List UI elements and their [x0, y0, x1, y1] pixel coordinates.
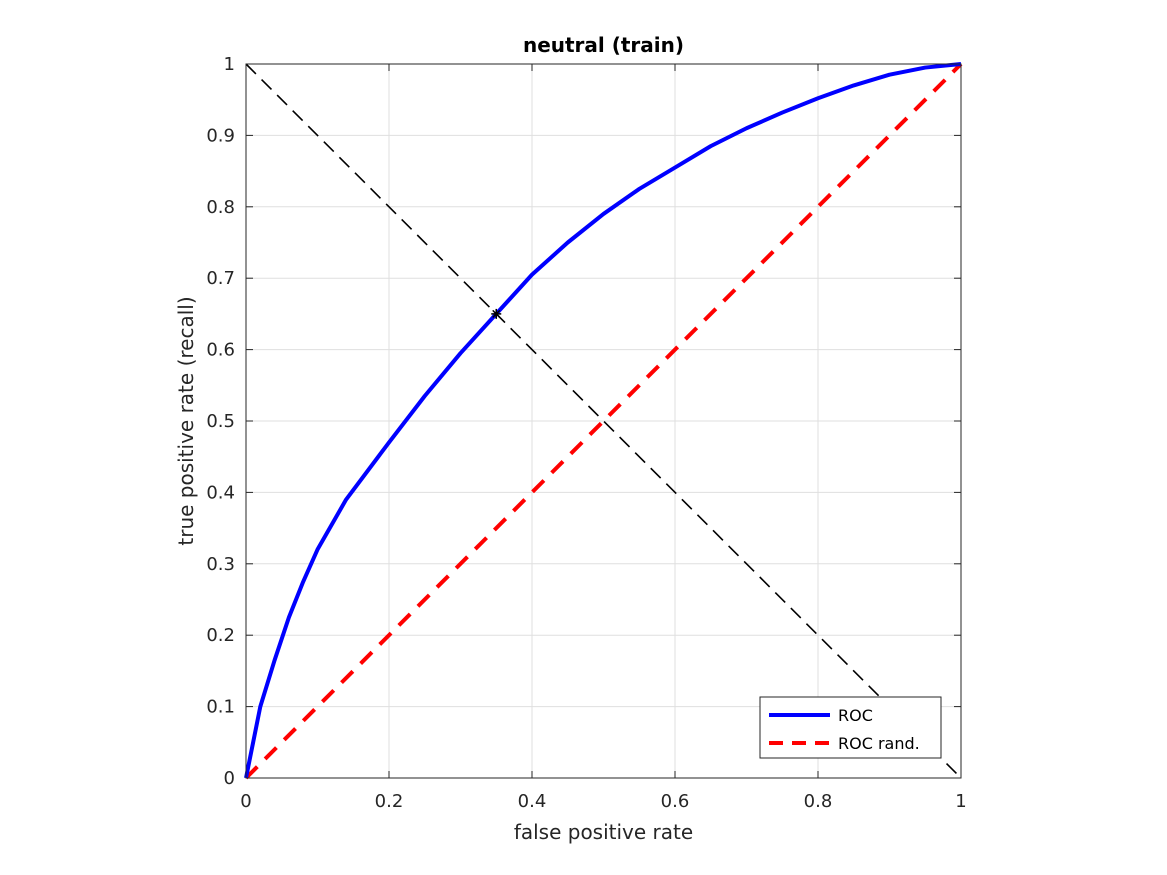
y-tick-label: 0.7: [206, 268, 235, 289]
y-axis-label: true positive rate (recall): [174, 296, 198, 545]
tick-labels: 0 0.2 0.4 0.6 0.8 1 0 0.1 0.2 0.3 0.4 0.5 0.6 0.7 0.8 0…: [206, 54, 966, 812]
axis-ticks: [245, 63, 962, 779]
legend-entry-roc: ROC: [838, 706, 873, 725]
x-tick-label: 0.8: [804, 791, 833, 812]
y-tick-label: 0.6: [206, 340, 235, 361]
y-tick-label: 0.1: [206, 697, 235, 718]
legend-box: [759, 696, 942, 759]
y-tick-label: 0.9: [206, 125, 235, 146]
x-tick-label: 0: [240, 791, 251, 812]
x-tick-label: 0.6: [661, 791, 690, 812]
series-roc-line: [244, 62, 962, 779]
y-tick-label: 0.3: [206, 554, 235, 575]
x-tick-label: 1: [955, 791, 966, 812]
y-tick-label: 0.2: [206, 625, 235, 646]
y-tick-label: 0.4: [206, 482, 235, 503]
legend: ROC ROC rand.: [759, 696, 942, 759]
legend-entry-roc-rand: ROC rand.: [838, 734, 920, 753]
series-diagonal-line: [245, 63, 962, 779]
y-tick-label: 0.5: [206, 411, 235, 432]
y-tick-label: 1: [224, 54, 235, 75]
x-tick-label: 0.2: [375, 791, 404, 812]
marker-stroke: [492, 309, 501, 318]
series-roc-rand-line: [244, 62, 963, 780]
x-axis-label: false positive rate: [514, 820, 693, 844]
x-tick-label: 0.4: [518, 791, 547, 812]
series-layer: [244, 62, 963, 780]
chart-title: neutral (train): [523, 33, 684, 57]
y-tick-label: 0: [224, 768, 235, 789]
y-tick-label: 0.8: [206, 197, 235, 218]
intersection-marker: [491, 308, 502, 319]
